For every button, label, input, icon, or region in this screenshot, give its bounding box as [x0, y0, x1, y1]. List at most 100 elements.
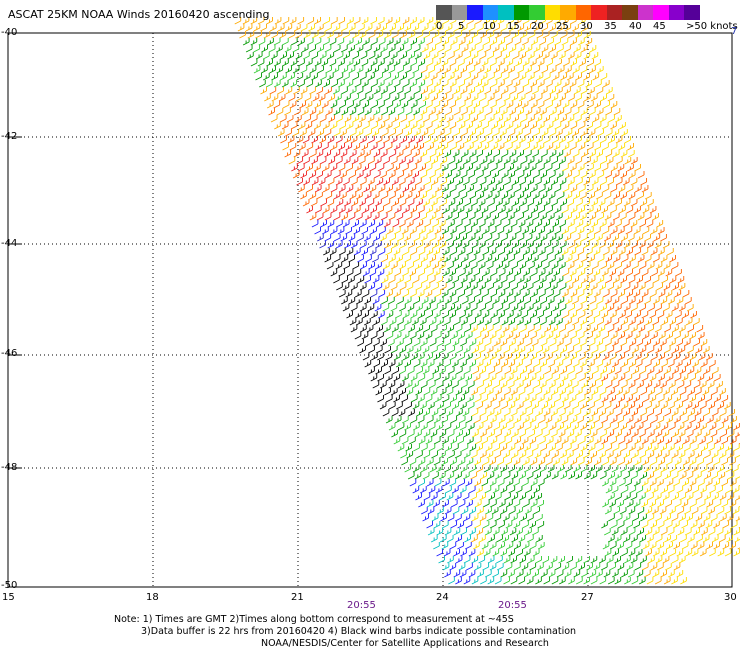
wind-barb [388, 171, 396, 179]
wind-barb [628, 171, 636, 179]
wind-barb [474, 290, 482, 298]
wind-barb [336, 283, 343, 291]
wind-barb [536, 283, 543, 291]
wind-barb [676, 570, 684, 578]
wind-barb [463, 115, 471, 123]
wind-barb [469, 465, 476, 473]
wind-barb [536, 514, 543, 522]
wind-barb [615, 115, 622, 123]
wind-barb [463, 514, 471, 522]
wind-barb [695, 346, 703, 354]
wind-barb [456, 346, 463, 354]
wind-barb [599, 115, 607, 123]
wind-barb [352, 94, 359, 102]
wind-barb [484, 87, 491, 95]
wind-barb [706, 542, 713, 550]
wind-barb [333, 171, 341, 179]
wind-barb [516, 465, 523, 473]
wind-barb [565, 213, 572, 221]
wind-barb [338, 59, 345, 67]
wind-barb [722, 521, 730, 529]
wind-barb [682, 311, 689, 319]
wind-barb [583, 556, 590, 564]
wind-barb [377, 332, 384, 340]
wind-barb [482, 227, 490, 235]
wind-barb [650, 458, 658, 466]
wind-barb [384, 31, 392, 39]
wind-barb [413, 255, 420, 263]
wind-barb [592, 115, 600, 123]
legend-swatch [498, 5, 514, 20]
wind-barb [437, 66, 444, 74]
wind-barb [647, 367, 655, 375]
wind-barb [375, 367, 382, 375]
wind-barb [458, 563, 466, 571]
wind-barb [389, 24, 396, 32]
wind-barb [346, 38, 354, 46]
wind-barb [723, 402, 731, 410]
wind-barb [636, 234, 644, 242]
wind-barb [556, 234, 563, 242]
wind-barb [582, 304, 590, 312]
wind-barb [694, 409, 702, 417]
wind-barb [634, 437, 642, 445]
wind-barb [397, 276, 404, 284]
wind-barb [460, 192, 468, 200]
wind-barb [566, 73, 574, 81]
wind-barb [373, 171, 381, 179]
wind-barb [650, 437, 657, 445]
wind-barb [597, 276, 605, 284]
wind-barb [548, 360, 555, 368]
wind-barb [626, 185, 634, 193]
wind-barb [529, 416, 537, 424]
wind-barb [449, 311, 456, 319]
wind-barb [434, 80, 441, 88]
wind-barb [689, 416, 696, 424]
wind-barb [546, 122, 554, 130]
wind-barb [609, 311, 617, 319]
wind-barb [586, 206, 594, 214]
wind-barb [525, 339, 533, 347]
wind-barb [662, 556, 670, 564]
wind-barb [414, 346, 422, 354]
wind-barb [583, 136, 591, 144]
wind-barb [681, 416, 689, 424]
wind-barb [529, 374, 537, 382]
wind-barb [375, 115, 383, 123]
lat-label-44: -44 [1, 238, 18, 249]
wind-barb [700, 465, 708, 473]
wind-barb [364, 108, 372, 116]
wind-barb [543, 157, 551, 165]
wind-barb [380, 24, 388, 32]
wind-barb [561, 290, 569, 298]
wind-barb [329, 59, 337, 67]
wind-barb [413, 192, 420, 200]
wind-barb [583, 73, 590, 81]
wind-barb [441, 164, 449, 172]
wind-barb [674, 332, 681, 340]
wind-barb [506, 248, 513, 256]
wind-barb [549, 255, 556, 263]
wind-barb [522, 395, 530, 403]
wind-barb [603, 570, 611, 578]
wind-barb [627, 164, 634, 172]
wind-barb [627, 465, 635, 473]
wind-barb [642, 227, 650, 235]
wind-barb [303, 52, 310, 60]
wind-barb [369, 248, 377, 256]
wind-barb [462, 493, 470, 501]
wind-barb [618, 479, 626, 487]
wind-barb [498, 395, 506, 403]
wind-barb [471, 241, 479, 249]
wind-barb [364, 150, 371, 158]
wind-barb [393, 80, 401, 88]
time-label-2: 20:55 [498, 600, 527, 611]
wind-barb [392, 73, 399, 81]
wind-barb [692, 402, 699, 410]
wind-barb [685, 486, 692, 494]
wind-barb [575, 94, 582, 102]
wind-barb [459, 227, 466, 235]
wind-barb [403, 143, 410, 151]
wind-barb [686, 304, 694, 312]
wind-barb [559, 409, 566, 417]
